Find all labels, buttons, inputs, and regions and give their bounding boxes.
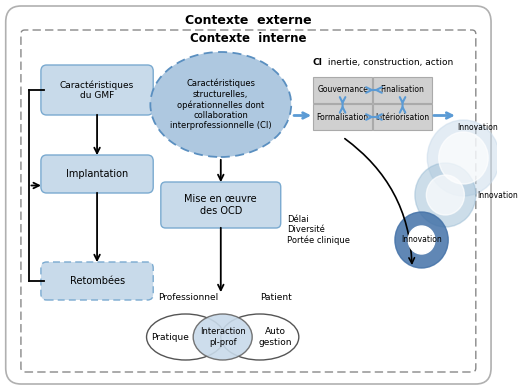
Ellipse shape [150, 52, 291, 157]
FancyBboxPatch shape [313, 104, 372, 130]
Text: Contexte  externe: Contexte externe [185, 14, 312, 27]
Text: Innovation: Innovation [401, 236, 442, 245]
Text: Interaction
pl-prof: Interaction pl-prof [200, 327, 245, 347]
Text: Innovation: Innovation [478, 190, 518, 200]
Circle shape [426, 175, 465, 215]
FancyBboxPatch shape [41, 65, 153, 115]
Circle shape [438, 132, 488, 184]
Text: Finalisation: Finalisation [381, 85, 424, 94]
Circle shape [408, 226, 435, 254]
Ellipse shape [193, 314, 252, 360]
Text: Formalisation: Formalisation [316, 112, 369, 122]
FancyBboxPatch shape [161, 182, 281, 228]
Circle shape [395, 212, 448, 268]
Text: Caractéristiques
du GMF: Caractéristiques du GMF [60, 80, 134, 100]
FancyBboxPatch shape [373, 104, 432, 130]
Text: Implantation: Implantation [66, 169, 128, 179]
Circle shape [415, 163, 476, 227]
FancyBboxPatch shape [41, 155, 153, 193]
Ellipse shape [147, 314, 224, 360]
Text: inertie, construction, action: inertie, construction, action [325, 58, 454, 67]
Text: Patient: Patient [260, 293, 292, 302]
Text: Retombées: Retombées [69, 276, 125, 286]
Text: Mise en œuvre
des OCD: Mise en œuvre des OCD [184, 194, 257, 216]
FancyBboxPatch shape [6, 6, 491, 384]
Text: Pratique: Pratique [151, 333, 189, 342]
Text: Gouvernance: Gouvernance [317, 85, 368, 94]
Text: Professionnel: Professionnel [158, 293, 219, 302]
FancyBboxPatch shape [41, 262, 153, 300]
Text: Auto
gestion: Auto gestion [258, 327, 292, 347]
Ellipse shape [221, 314, 299, 360]
FancyBboxPatch shape [373, 77, 432, 103]
Text: Contexte  interne: Contexte interne [190, 32, 306, 45]
Text: Innovation: Innovation [457, 124, 497, 133]
Text: Intériorisation: Intériorisation [375, 112, 430, 122]
Text: Caractéristiques
structurelles,
opérationnelles dont
collaboration
interprofessi: Caractéristiques structurelles, opératio… [170, 79, 271, 130]
Circle shape [428, 120, 500, 196]
FancyBboxPatch shape [313, 77, 372, 103]
Text: Délai
Diversité
Portée clinique: Délai Diversité Portée clinique [288, 215, 350, 245]
Text: CI: CI [312, 58, 322, 67]
